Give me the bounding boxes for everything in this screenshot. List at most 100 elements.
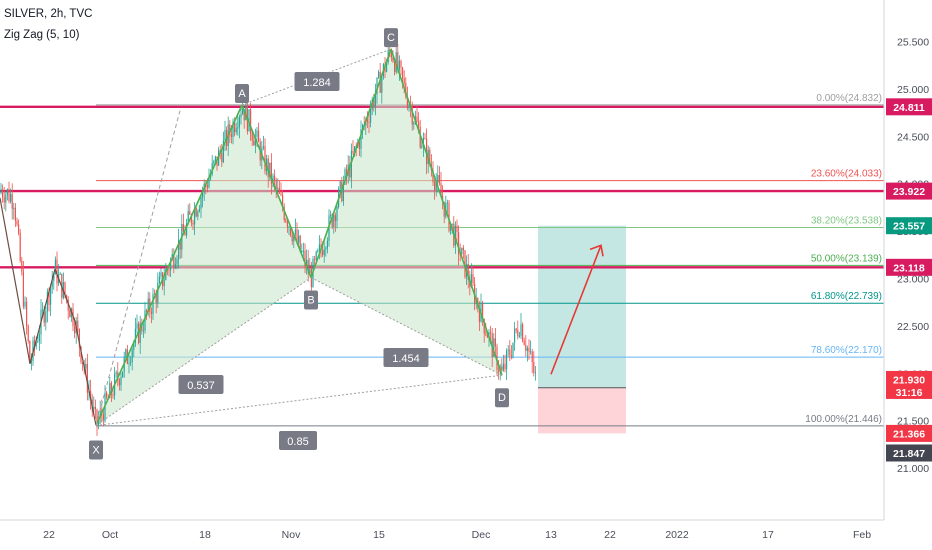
candle-body [234,122,236,133]
candle-body [509,349,511,356]
harmonic-leg-ab [241,104,312,278]
candle-body [85,364,87,369]
candle-body [378,71,380,78]
candle-body [200,197,202,209]
candle-body [288,226,290,228]
candle-body [304,250,306,267]
x-tick-label: 15 [373,529,385,541]
candle-body [146,310,148,313]
price-badge-countdown: 31:16 [896,387,923,399]
candle-body [42,309,44,311]
candle-body [502,363,504,371]
candle-body [323,249,325,256]
candle-body [197,211,199,217]
candle-body [293,234,295,242]
ratio-line-xa [95,110,181,426]
candle-body [77,320,79,330]
harmonic-leg-cd [390,48,503,376]
candle-body [314,259,316,261]
zigzag-leg [74,321,97,426]
candle-body [472,274,474,284]
candle-body [386,61,388,72]
candle-body [438,175,440,184]
candle-body [238,117,240,128]
candle-body [182,224,184,232]
candle-body [35,341,37,347]
candle-body [152,293,154,314]
x-tick-label: Feb [853,529,871,541]
candle-body [408,105,410,108]
candle-body [333,215,335,227]
candle-body [518,335,520,337]
candle-body [485,333,487,335]
fib-level-label: 100.00%(21.446) [805,414,882,425]
candle-body [478,307,480,322]
y-tick-label: 21.000 [897,463,929,475]
y-tick-label: 23.000 [897,274,929,286]
candle-body [157,283,159,303]
candle-body [122,371,124,378]
candle-body [322,249,324,256]
candle-body [358,142,360,149]
candle-body [302,250,304,252]
pattern-point-marker [304,290,318,310]
candle-body [22,271,24,307]
candle-body [53,274,55,281]
candle-body [366,119,368,122]
zigzag-leg [29,268,56,364]
candle-body [66,295,68,300]
candle-body [86,364,88,393]
candle-body [43,309,45,323]
candle-body [106,392,108,398]
y-tick-label: 25.000 [897,84,929,96]
candle-body [392,57,394,62]
candle-body [256,130,258,137]
candle-body [494,338,496,347]
candle-body [446,202,448,204]
candle-body [82,362,84,365]
candle-body [8,189,10,202]
candle-body [467,264,469,280]
price-badge-value: 23.118 [893,262,925,274]
price-badge-value: 21.847 [893,448,925,460]
fib-level-label: 50.00%(23.139) [811,253,882,264]
candle-body [46,291,48,312]
pattern-point-marker [235,84,249,104]
candle-body [307,259,309,274]
candle-body [331,214,333,227]
candle-body [421,145,423,148]
candle-body [405,83,407,97]
candle-body [96,409,98,425]
candle-body [50,287,52,305]
candle-body [179,239,181,250]
candle-body [486,334,488,338]
candle-body [37,341,39,343]
candle-body [512,342,514,357]
candle-body [78,329,80,347]
price-badge-value: 23.557 [893,221,925,233]
candle-body [274,175,276,182]
price-badge-value: 21.930 [893,374,925,386]
candle-body [362,125,364,130]
candle-body [173,253,175,268]
candle-body [370,109,372,123]
candle-body [80,346,82,363]
candle-body [2,189,4,197]
candle-body [262,146,264,148]
candle-body [149,298,151,312]
candle-body [450,223,452,231]
price-badge [886,217,932,235]
candle-body [208,178,210,188]
candle-body [280,193,282,195]
ratio-badge [279,431,317,450]
candle-body [160,272,162,277]
candle-body [56,259,58,284]
candle-body [368,121,370,123]
candle-body [30,360,32,364]
candle-body [283,207,285,220]
candle-body [374,94,376,107]
candle-body [74,326,76,334]
candle-body [306,259,308,267]
candle-body [440,183,442,196]
